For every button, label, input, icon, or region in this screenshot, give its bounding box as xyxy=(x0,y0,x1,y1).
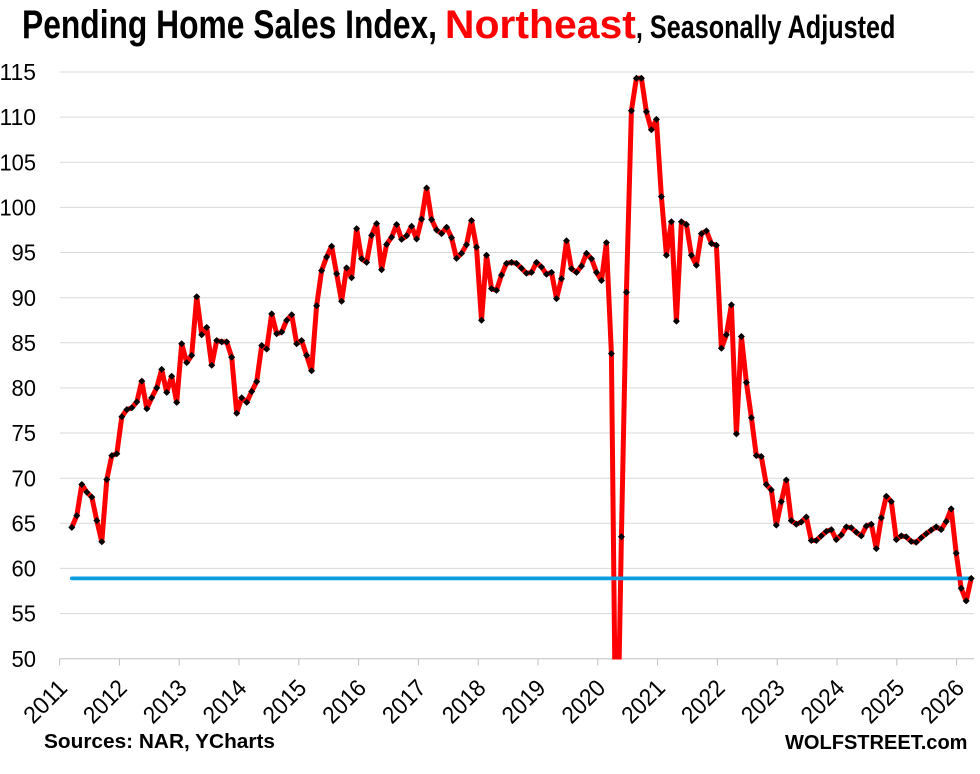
svg-text:105: 105 xyxy=(0,149,36,175)
svg-text:50: 50 xyxy=(12,646,37,672)
svg-text:Pending Home Sales Index,: Pending Home Sales Index, xyxy=(22,3,437,47)
svg-text:115: 115 xyxy=(0,59,36,85)
svg-text:65: 65 xyxy=(12,510,37,536)
svg-text:Northeast: Northeast xyxy=(445,3,636,47)
svg-text:85: 85 xyxy=(12,330,37,356)
svg-text:70: 70 xyxy=(12,465,37,491)
svg-text:80: 80 xyxy=(12,375,37,401)
svg-text:WOLFSTREET.com: WOLFSTREET.com xyxy=(785,731,968,754)
svg-text:60: 60 xyxy=(12,556,37,582)
svg-text:100: 100 xyxy=(0,195,36,221)
svg-text:, Seasonally Adjusted: , Seasonally Adjusted xyxy=(636,9,896,45)
svg-text:90: 90 xyxy=(12,285,37,311)
svg-text:95: 95 xyxy=(12,240,37,266)
svg-text:55: 55 xyxy=(12,601,37,627)
svg-text:110: 110 xyxy=(0,104,36,130)
svg-text:Sources: NAR, YCharts: Sources: NAR, YCharts xyxy=(44,730,275,753)
svg-text:75: 75 xyxy=(12,420,37,446)
